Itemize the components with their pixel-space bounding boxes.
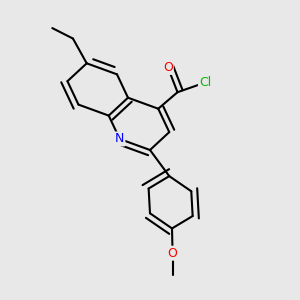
Text: N: N	[115, 133, 124, 146]
Text: O: O	[168, 247, 178, 260]
Text: O: O	[163, 61, 173, 74]
Text: Cl: Cl	[199, 76, 211, 89]
